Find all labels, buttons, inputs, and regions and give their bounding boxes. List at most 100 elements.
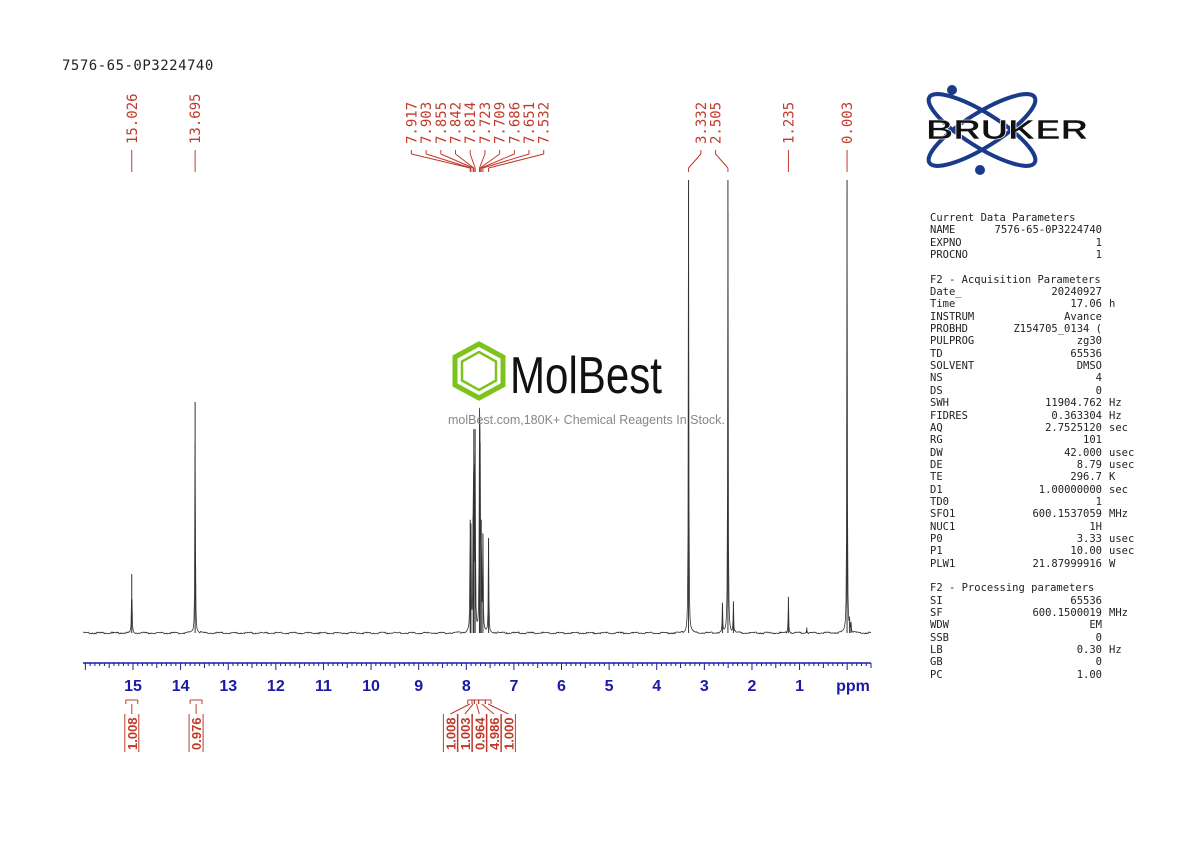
molbest-tagline: molBest.com,180K+ Chemical Reagents In S… [448, 413, 725, 427]
peak-leader [479, 153, 486, 169]
x-axis: 15 14 13 12 11 10 9 8 7 6 5 4 3 2 1 ppm [83, 662, 872, 695]
param-value: 20240927 [1051, 286, 1102, 299]
param-unit [1102, 372, 1109, 384]
param-row: DS 0 [930, 385, 1145, 397]
param-row: PC 1.00 [930, 669, 1145, 681]
param-value: 1.00000000 [1038, 483, 1102, 496]
param-unit [1102, 311, 1109, 323]
param-key: EXPNO [930, 236, 962, 249]
integral-value: 1.003 [458, 717, 473, 750]
param-value: Avance [1064, 310, 1102, 323]
param-unit [1102, 434, 1109, 446]
param-value: EM [1089, 619, 1102, 632]
param-unit: usec [1109, 446, 1135, 459]
molbest-watermark: MolBest [446, 338, 676, 409]
param-row: TD0 1 [930, 496, 1145, 508]
param-key: LB [930, 644, 943, 657]
param-key: D1 [930, 483, 943, 496]
param-key: SI [930, 594, 943, 607]
bruker-logo: BRUKER [922, 84, 1097, 185]
spectrum-layer [82, 180, 872, 635]
peak-label: 1.235 [781, 102, 797, 144]
sample-title: 7576-65-0P3224740 [62, 58, 214, 74]
x-tick-label: 14 [172, 678, 190, 695]
param-row: SSB 0 [930, 632, 1145, 644]
param-unit: usec [1109, 532, 1135, 545]
param-row: SF 600.1500019 MHz [930, 607, 1145, 619]
param-value: 1H [1089, 520, 1102, 533]
param-key: PROBHD [930, 323, 968, 336]
param-row: DE 8.79 usec [930, 459, 1145, 471]
param-key: SSB [930, 631, 949, 644]
param-unit: sec [1109, 483, 1128, 496]
peak-label: 7.723 [478, 102, 494, 144]
peak-label: 15.026 [125, 93, 141, 144]
x-tick-label: 3 [700, 678, 709, 695]
param-value: 10.00 [1070, 545, 1102, 558]
peak-label: 3.332 [694, 102, 710, 144]
param-key: SWH [930, 397, 949, 410]
bruker-wordmark: BRUKER [926, 114, 1088, 145]
x-tick-label: 6 [557, 678, 566, 695]
spectrum-trace [82, 191, 872, 635]
x-tick-label: 12 [267, 678, 285, 695]
param-key: INSTRUM [930, 310, 975, 323]
peak-leader [455, 153, 475, 169]
peak-leader [479, 153, 500, 169]
param-value: 1 [1095, 495, 1102, 508]
param-row: AQ 2.7525120 sec [930, 422, 1145, 434]
param-key: PROCNO [930, 249, 968, 262]
param-value: 21.87999916 [1032, 557, 1102, 570]
integral-value: 0.976 [189, 717, 204, 750]
param-value: 296.7 [1070, 471, 1102, 484]
param-value: 65536 [1070, 347, 1102, 360]
param-unit [1102, 224, 1109, 236]
integral-value: 1.008 [443, 717, 458, 750]
x-tick-label: 4 [652, 678, 661, 695]
peak-label: 7.709 [493, 102, 509, 144]
param-row: LB 0.30 Hz [930, 644, 1145, 656]
peak-label-layer: 15.026 13.695 7.9177.9037.8557.8427.8147.7… [125, 93, 856, 172]
param-key: TE [930, 471, 943, 484]
param-unit: sec [1109, 421, 1128, 434]
peak-label: 7.842 [449, 102, 465, 144]
param-unit: h [1109, 298, 1116, 311]
param-unit: Hz [1109, 409, 1122, 422]
param-unit: Hz [1109, 644, 1122, 657]
param-value: 600.1537059 [1032, 508, 1102, 521]
param-row: RG 101 [930, 434, 1145, 446]
integral-leader [481, 703, 495, 715]
param-row: P0 3.33 usec [930, 533, 1145, 545]
param-value: 8.79 [1076, 458, 1102, 471]
param-row: NAME 7576-65-0P3224740 [930, 224, 1145, 236]
x-tick-label: 2 [748, 678, 757, 695]
param-key: P1 [930, 545, 943, 558]
x-tick-label: 13 [219, 678, 237, 695]
param-row: GB 0 [930, 656, 1145, 668]
peak-label: 7.651 [522, 102, 538, 144]
param-value: 1 [1095, 249, 1102, 262]
param-key: GB [930, 656, 943, 669]
param-row: PROCNO 1 [930, 249, 1145, 261]
processing-params-title: F2 - Processing parameters [930, 582, 1095, 595]
param-key: FIDRES [930, 409, 968, 422]
peak-leader [488, 153, 544, 169]
param-unit [1102, 360, 1109, 372]
param-row: TD 65536 [930, 348, 1145, 360]
param-key: NAME [930, 224, 956, 237]
param-row: WDW EM [930, 619, 1145, 631]
x-tick-label: 11 [315, 678, 332, 695]
param-key: TD0 [930, 495, 949, 508]
param-row: PROBHD Z154705_0134 ( [930, 323, 1145, 335]
param-value: 7576-65-0P3224740 [994, 224, 1102, 237]
param-unit [1102, 335, 1109, 347]
peak-leader [481, 153, 515, 169]
param-value: DMSO [1076, 360, 1102, 373]
param-value: 42.000 [1064, 446, 1102, 459]
param-key: Time [930, 298, 956, 311]
param-unit [1102, 619, 1109, 631]
param-row: DW 42.000 usec [930, 447, 1145, 459]
param-value: 65536 [1070, 594, 1102, 607]
param-value: 4 [1095, 372, 1102, 385]
